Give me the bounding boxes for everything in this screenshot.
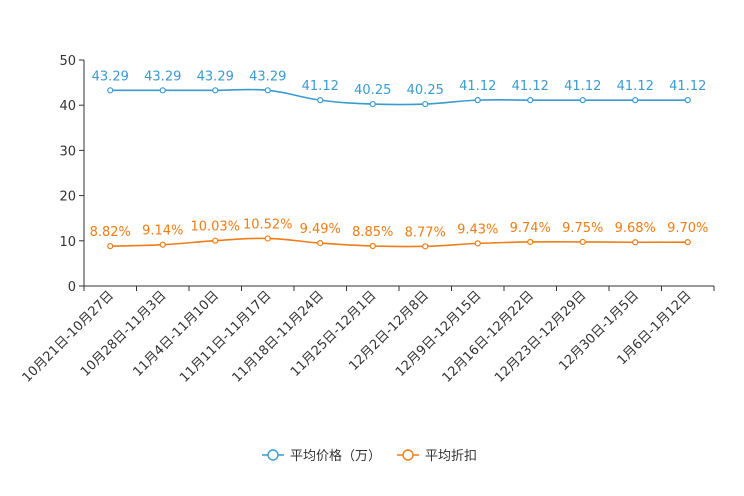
data-point[interactable] xyxy=(317,240,324,247)
data-point[interactable] xyxy=(317,97,324,104)
legend-label: 平均价格（万） xyxy=(290,448,381,464)
data-label: 41.12 xyxy=(669,79,706,94)
data-point[interactable] xyxy=(159,241,166,248)
data-label: 8.77% xyxy=(405,225,446,240)
data-point[interactable] xyxy=(474,97,481,104)
x-tick-label: 12月16日-12月22日 xyxy=(440,288,537,385)
legend-item-1[interactable]: 平均价格（万） xyxy=(262,448,381,464)
data-point[interactable] xyxy=(527,97,534,104)
y-tick-label: 40 xyxy=(59,99,76,114)
data-label: 40.25 xyxy=(407,83,444,98)
data-point[interactable] xyxy=(264,235,271,242)
data-label: 9.75% xyxy=(562,221,603,236)
data-label: 40.25 xyxy=(354,83,391,98)
data-label: 9.14% xyxy=(142,224,183,239)
data-point[interactable] xyxy=(632,97,639,104)
series-2: 8.82% 9.14% 10.03% 10.52% 9.49% 8.85% 8.77% 9.4… xyxy=(90,217,708,250)
data-point[interactable] xyxy=(369,100,376,108)
data-point[interactable] xyxy=(264,87,271,94)
y-tick-label: 0 xyxy=(68,280,76,295)
data-point[interactable] xyxy=(212,237,219,244)
y-tick-label: 50 xyxy=(59,54,76,69)
data-point[interactable] xyxy=(369,242,376,250)
x-tick-label: 10月21日-10月27日 xyxy=(20,288,117,385)
series-line xyxy=(110,237,688,248)
data-label: 8.82% xyxy=(90,225,131,240)
data-point[interactable] xyxy=(159,87,166,94)
data-label: 43.29 xyxy=(197,69,234,84)
data-label: 41.12 xyxy=(564,79,601,94)
series-1: 43.29 43.29 43.29 43.29 41.12 40.25 40.25 41.12… xyxy=(92,69,706,108)
data-label: 9.49% xyxy=(300,222,341,237)
chart-legend[interactable]: 平均价格（万） 平均折扣 xyxy=(262,448,477,464)
data-label: 9.43% xyxy=(457,222,498,237)
data-label: 9.74% xyxy=(510,221,551,236)
legend-circle-marker xyxy=(402,449,414,461)
data-label: 10.03% xyxy=(190,220,240,235)
y-tick-label: 10 xyxy=(59,235,76,250)
data-label: 41.12 xyxy=(302,79,339,94)
data-label: 9.70% xyxy=(667,221,708,236)
legend-label: 平均折扣 xyxy=(425,449,477,464)
data-label: 43.29 xyxy=(92,69,129,84)
data-point[interactable] xyxy=(684,239,691,246)
series-line xyxy=(110,88,688,106)
data-point[interactable] xyxy=(474,240,481,247)
x-tick-label: 12月23日-12月29日 xyxy=(492,288,589,385)
y-tick-label: 20 xyxy=(59,190,76,205)
legend-circle-marker xyxy=(267,449,279,461)
chart-series: 43.29 43.29 43.29 43.29 41.12 40.25 40.25 41.12… xyxy=(90,69,708,250)
data-label: 9.68% xyxy=(615,221,656,236)
data-label: 43.29 xyxy=(144,69,181,84)
data-point[interactable] xyxy=(212,87,219,94)
data-point[interactable] xyxy=(579,238,586,246)
data-label: 8.85% xyxy=(352,225,393,240)
data-point[interactable] xyxy=(107,243,114,250)
data-point[interactable] xyxy=(632,239,639,246)
data-label: 43.29 xyxy=(249,69,286,84)
data-point[interactable] xyxy=(107,87,114,94)
data-label: 41.12 xyxy=(459,79,496,94)
data-point[interactable] xyxy=(422,243,429,250)
data-point[interactable] xyxy=(422,100,429,108)
data-label: 41.12 xyxy=(617,79,654,94)
data-point[interactable] xyxy=(527,238,534,246)
legend-item-2[interactable]: 平均折扣 xyxy=(397,449,477,464)
x-tick-label: 11月11日-11月17日 xyxy=(177,288,274,385)
data-label: 10.52% xyxy=(243,217,293,232)
y-tick-label: 30 xyxy=(59,144,76,159)
data-label: 41.12 xyxy=(512,79,549,94)
data-point[interactable] xyxy=(579,97,586,104)
x-tick-label: 11月18日-11月24日 xyxy=(230,288,327,385)
data-point[interactable] xyxy=(684,97,691,104)
